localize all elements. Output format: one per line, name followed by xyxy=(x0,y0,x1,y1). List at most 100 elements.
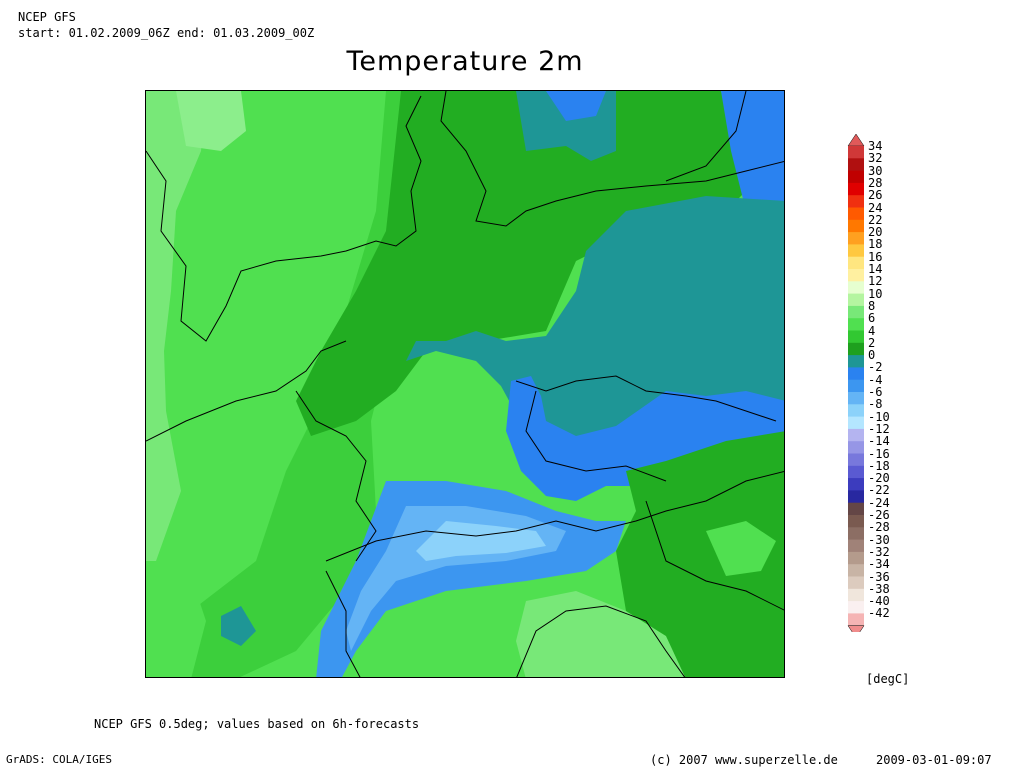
legend-swatch xyxy=(848,146,864,159)
legend-swatch xyxy=(848,502,864,516)
legend-swatch xyxy=(848,441,864,454)
legend-swatch xyxy=(848,601,864,614)
legend-label: 4 xyxy=(868,323,876,338)
field-6-8 xyxy=(146,91,206,561)
temperature-field xyxy=(146,91,784,677)
map-title: Temperature 2m xyxy=(346,46,584,77)
legend-label: 26 xyxy=(868,188,883,203)
legend-label: -42 xyxy=(868,606,890,621)
legend-label: 8 xyxy=(868,298,876,313)
legend-swatch xyxy=(848,330,864,344)
legend-swatch xyxy=(848,342,864,356)
legend-label: 32 xyxy=(868,151,883,166)
legend-swatch xyxy=(848,576,864,590)
legend-swatch xyxy=(848,539,864,553)
legend-label: 28 xyxy=(868,175,883,190)
legend-swatch xyxy=(848,305,864,319)
legend-label: 22 xyxy=(868,212,883,227)
legend-swatch xyxy=(848,453,864,467)
legend-label: -20 xyxy=(868,471,890,486)
legend-swatch xyxy=(848,428,864,442)
legend-arrow-top xyxy=(847,133,865,147)
legend-label: -24 xyxy=(868,495,890,510)
legend-swatch xyxy=(848,182,864,196)
coastlines-and-borders xyxy=(146,91,784,677)
legend-label: -16 xyxy=(868,446,890,461)
legend-label: -8 xyxy=(868,397,883,412)
legend-arrow-bottom xyxy=(847,625,865,639)
legend-label: -14 xyxy=(868,434,890,449)
legend-swatch xyxy=(848,392,864,405)
legend-swatch xyxy=(848,293,864,307)
field-0-patch xyxy=(221,606,256,646)
legend-swatch xyxy=(848,195,864,208)
legend-label: -38 xyxy=(868,581,890,596)
legend-label: 24 xyxy=(868,200,883,215)
forecast-period: start: 01.02.2009_06Z end: 01.03.2009_00… xyxy=(18,26,315,40)
field-4-southwest xyxy=(146,561,206,677)
legend-label: 30 xyxy=(868,163,883,178)
legend-label: 14 xyxy=(868,262,883,276)
legend-label: 34 xyxy=(868,139,883,153)
legend-swatch xyxy=(848,564,864,577)
legend-label: 20 xyxy=(868,225,883,240)
legend-label: 6 xyxy=(868,311,876,326)
legend-swatch xyxy=(848,355,864,368)
field-8-north xyxy=(176,91,246,151)
legend-label: -40 xyxy=(868,594,890,609)
legend-swatch xyxy=(848,613,864,627)
color-legend-bar xyxy=(847,133,865,639)
legend-swatch xyxy=(848,244,864,258)
unit-label: [degC] xyxy=(866,672,910,686)
legend-label: -10 xyxy=(868,409,890,424)
legend-swatch xyxy=(848,379,864,393)
legend-label: 10 xyxy=(868,286,883,301)
field-neg2-baltic xyxy=(546,91,606,121)
field-4-patch xyxy=(706,521,776,576)
field-2-4-central xyxy=(296,91,746,436)
legend-label: -12 xyxy=(868,421,890,436)
legend-label: -4 xyxy=(868,372,883,387)
legend-label: -30 xyxy=(868,532,890,547)
legend-label: 0 xyxy=(868,348,876,363)
timestamp: 2009-03-01-09:07 xyxy=(876,753,992,767)
field-neg2-east xyxy=(721,91,784,221)
legend-label: -22 xyxy=(868,483,890,498)
color-legend xyxy=(846,132,926,639)
field-6-italy xyxy=(516,591,686,677)
legend-label: -2 xyxy=(868,360,883,375)
field-4-west xyxy=(186,91,436,677)
legend-swatch xyxy=(848,269,864,282)
legend-label: 18 xyxy=(868,237,883,252)
temperature-map xyxy=(145,90,785,678)
legend-swatch xyxy=(848,256,864,270)
legend-label: -28 xyxy=(868,520,890,535)
legend-swatch xyxy=(848,527,864,540)
legend-label: -34 xyxy=(868,557,890,572)
legend-swatch xyxy=(848,207,864,221)
legend-swatch xyxy=(848,588,864,602)
legend-label: -36 xyxy=(868,569,890,584)
footer-note: NCEP GFS 0.5deg; values based on 6h-fore… xyxy=(94,717,420,731)
legend-swatch xyxy=(848,281,864,294)
legend-swatch xyxy=(848,170,864,184)
model-name: NCEP GFS xyxy=(18,10,76,24)
legend-swatch xyxy=(848,318,864,331)
grads-credit: GrADS: COLA/IGES xyxy=(6,753,112,766)
legend-label: -32 xyxy=(868,544,890,559)
legend-swatch xyxy=(848,465,864,479)
legend-swatch xyxy=(848,551,864,565)
legend-swatch xyxy=(848,232,864,245)
legend-label: -26 xyxy=(868,508,890,522)
legend-swatch xyxy=(848,416,864,430)
legend-swatch xyxy=(848,515,864,528)
legend-swatch xyxy=(848,404,864,417)
legend-swatch xyxy=(848,478,864,491)
legend-label: -6 xyxy=(868,385,883,399)
legend-label: 12 xyxy=(868,274,883,289)
legend-swatch xyxy=(848,490,864,504)
field-neg2-south xyxy=(506,376,784,501)
legend-swatch xyxy=(848,158,864,171)
field-2-balkans xyxy=(616,431,784,677)
legend-swatch xyxy=(848,219,864,233)
